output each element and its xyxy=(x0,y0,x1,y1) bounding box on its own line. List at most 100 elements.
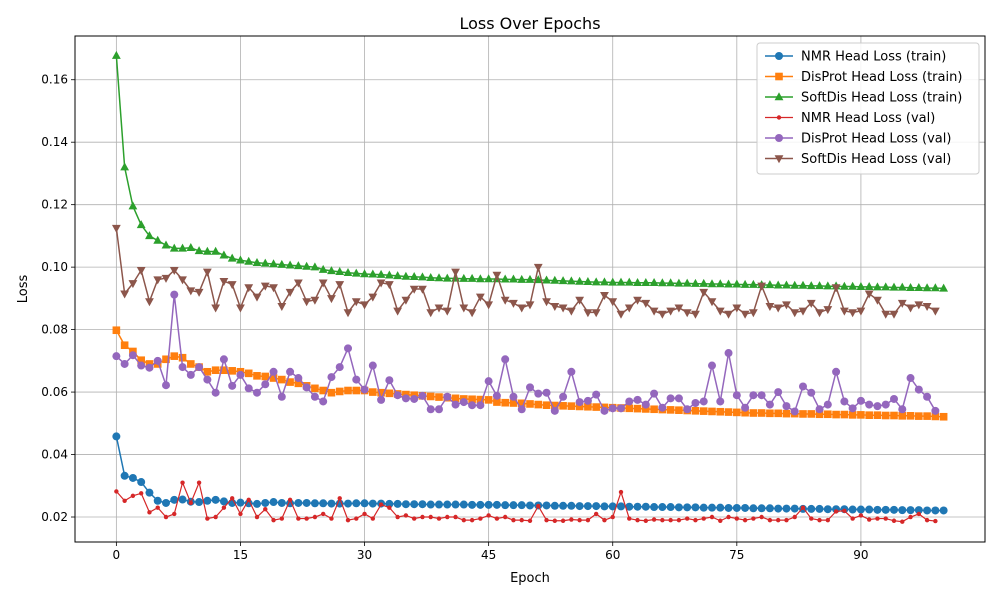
nmr-val-point xyxy=(908,514,913,520)
softdis-val-point xyxy=(409,285,419,294)
softdis-val-point xyxy=(525,301,535,310)
disprot-val-point xyxy=(393,391,402,400)
nmr-val-point xyxy=(114,489,119,494)
nmr-val-point xyxy=(130,493,136,498)
softdis-val-point xyxy=(691,310,700,319)
disprot-val-point xyxy=(807,388,816,397)
softdis-val-point xyxy=(219,277,229,286)
softdis-val-point xyxy=(740,310,750,319)
softdis-train-point xyxy=(376,269,386,278)
nmr-val-point xyxy=(693,517,698,523)
disprot-val-point xyxy=(203,375,212,384)
nmr-val-point xyxy=(676,517,682,523)
disprot-val-point xyxy=(550,406,559,415)
softdis-train-point xyxy=(542,275,551,284)
softdis-train-point xyxy=(790,280,800,289)
disprot-val-point xyxy=(600,406,609,415)
disprot-train-point xyxy=(244,369,253,378)
softdis-train-point xyxy=(550,275,560,284)
softdis-val-point xyxy=(475,293,485,302)
nmr-train-point xyxy=(881,505,890,514)
nmr-val-point xyxy=(395,514,400,520)
y-tick-label: 0.04 xyxy=(41,448,68,462)
disprot-train-point xyxy=(526,400,534,408)
disprot-train-point xyxy=(592,403,600,411)
nmr-train-point xyxy=(476,500,485,509)
nmr-val-point xyxy=(709,514,715,520)
nmr-val-point xyxy=(751,516,756,521)
legend-label-disprot-val: DisProt Head Loss (val) xyxy=(801,132,951,147)
nmr-val-point xyxy=(486,513,491,518)
disprot-val-point xyxy=(459,398,468,407)
nmr-val-point xyxy=(238,511,243,517)
softdis-train-point xyxy=(401,271,411,280)
softdis-val-point xyxy=(252,293,262,302)
disprot-train-point xyxy=(377,388,385,397)
nmr-train-point xyxy=(600,502,609,511)
nmr-train-point xyxy=(674,503,683,512)
softdis-val-point xyxy=(815,309,824,318)
disprot-val-point xyxy=(865,400,874,409)
nmr-train-point xyxy=(426,500,435,509)
softdis-train-point xyxy=(608,277,618,286)
softdis-train-point xyxy=(533,275,543,284)
nmr-train-point xyxy=(699,503,708,512)
disprot-val-point xyxy=(683,405,692,414)
nmr-val-point xyxy=(536,503,541,509)
disprot-val-point xyxy=(625,397,634,406)
y-tick-label: 0.10 xyxy=(41,260,68,274)
softdis-val-point xyxy=(509,299,518,308)
disprot-train-point xyxy=(691,407,700,415)
disprot-val-point xyxy=(253,388,261,397)
y-tick-label: 0.08 xyxy=(41,323,68,337)
disprot-val-point xyxy=(542,388,551,397)
disprot-val-point xyxy=(583,396,592,405)
softdis-train-point xyxy=(724,279,733,288)
softdis-train-point xyxy=(666,278,676,287)
softdis-val-point xyxy=(500,296,510,305)
disprot-train-point xyxy=(261,372,270,381)
softdis-train-point xyxy=(939,283,949,292)
softdis-train-point xyxy=(765,280,775,289)
nmr-train-point xyxy=(608,502,617,511)
disprot-train-point xyxy=(642,405,650,413)
series-layer xyxy=(111,50,949,524)
softdis-train-point xyxy=(839,281,849,290)
softdis-train-point xyxy=(360,269,369,278)
nmr-val-point xyxy=(552,518,558,523)
nmr-train-point xyxy=(575,502,584,511)
softdis-train-point xyxy=(641,277,651,286)
disprot-val-point xyxy=(898,405,907,414)
nmr-train-point xyxy=(732,503,741,512)
nmr-val-point xyxy=(684,516,690,521)
disprot-val-point xyxy=(724,349,733,358)
softdis-train-point xyxy=(194,246,204,255)
disprot-val-point xyxy=(832,367,841,376)
softdis-train-point xyxy=(682,278,692,287)
nmr-train-point xyxy=(253,499,261,508)
nmr-val-point xyxy=(866,517,872,522)
softdis-train-point xyxy=(897,282,907,291)
nmr-train-point xyxy=(410,500,419,509)
disprot-val-point xyxy=(410,394,419,403)
softdis-train-point xyxy=(798,280,808,289)
nmr-train-point xyxy=(914,506,923,515)
softdis-train-point xyxy=(906,282,915,291)
nmr-val-point xyxy=(511,517,516,523)
nmr-train-point xyxy=(219,497,228,506)
softdis-train-point xyxy=(260,258,270,267)
disprot-val-point xyxy=(881,400,890,409)
disprot-val-point xyxy=(641,400,650,409)
softdis-val-point xyxy=(186,287,196,296)
y-tick-label: 0.16 xyxy=(41,73,68,87)
disprot-train-point xyxy=(807,410,816,418)
nmr-train-point xyxy=(261,498,270,507)
x-tick-label: 30 xyxy=(357,548,372,562)
nmr-train-point xyxy=(815,504,824,513)
disprot-train-point xyxy=(426,392,435,401)
nmr-train-point xyxy=(923,506,932,515)
nmr-train-point xyxy=(120,471,129,480)
softdis-train-point xyxy=(409,272,419,281)
softdis-train-point xyxy=(302,261,312,270)
x-axis-ticks: 0 15 30 45 60 75 90 xyxy=(113,542,869,562)
